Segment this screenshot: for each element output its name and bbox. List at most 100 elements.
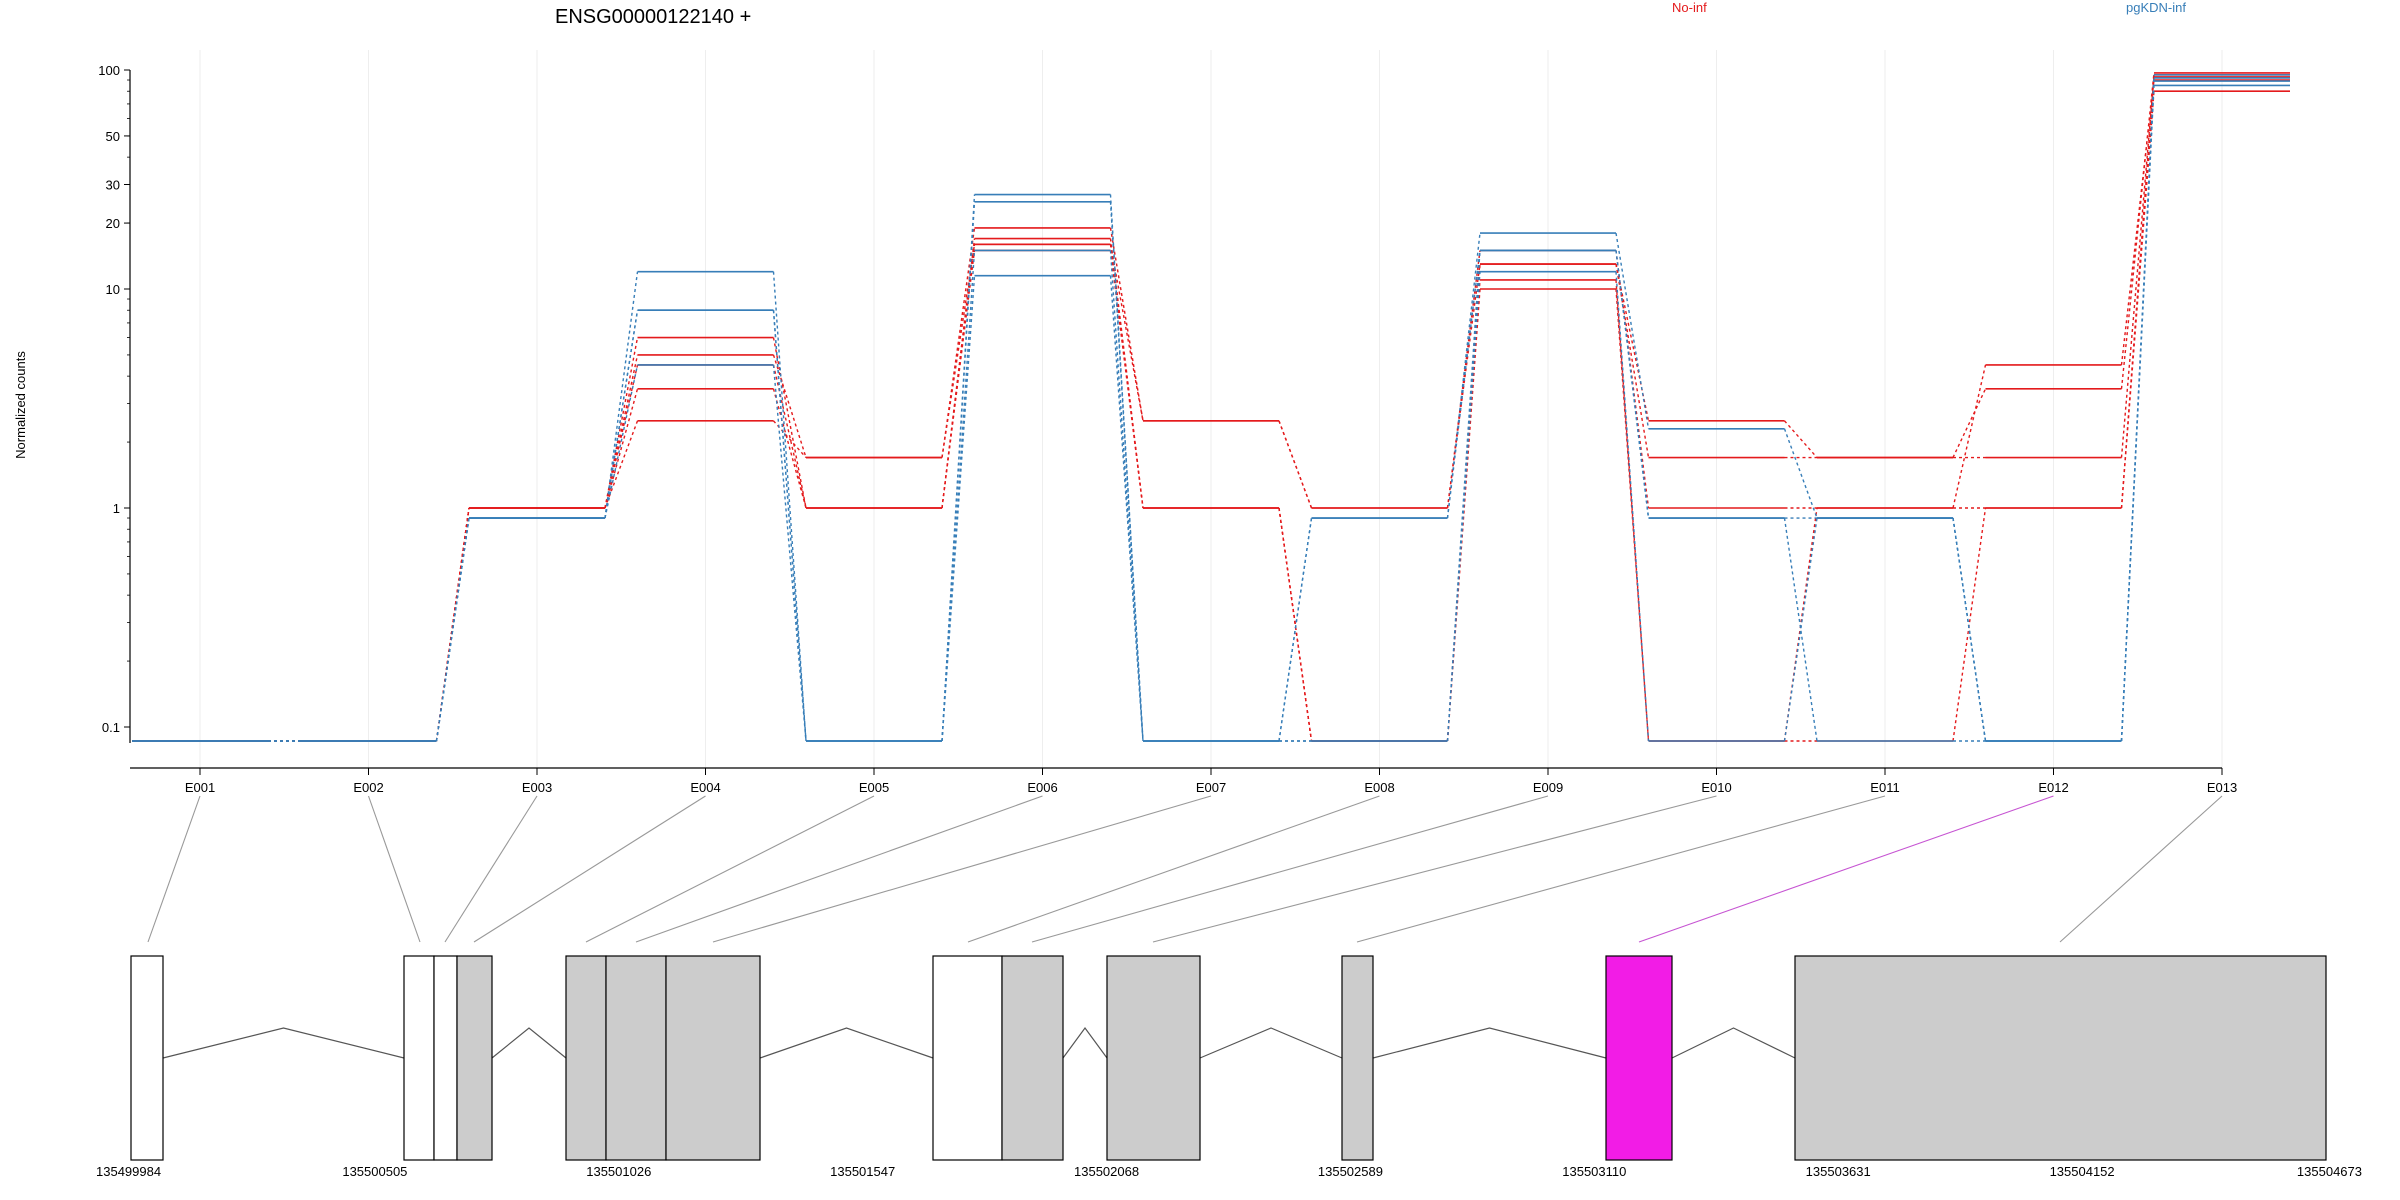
x-tick-label-e002: E002 (353, 780, 383, 795)
exon-block-13 (1794, 955, 2327, 1161)
x-tick-label-e006: E006 (1027, 780, 1057, 795)
data-connector (772, 271, 807, 742)
x-tick-label-e003: E003 (522, 780, 552, 795)
coordinate-label: 135503110 (1562, 1164, 1626, 1179)
connector-e002 (367, 795, 421, 943)
data-connector (604, 354, 639, 509)
series-pgkdn-inf-9 (132, 84, 2290, 742)
x-tick-label-e004: E004 (690, 780, 720, 795)
data-connector (604, 388, 639, 509)
data-connector (1952, 517, 1987, 742)
exon-block-4 (456, 955, 493, 1161)
data-connector (1952, 507, 1987, 742)
data-connector (772, 337, 807, 509)
axes: 100 50 30 20 10 1 0.1 E001 E002 E003 E004 E005 E006 E… (98, 63, 2237, 795)
y-tick-label-100: 100 (98, 63, 120, 78)
chart-title: ENSG00000122140 + (555, 6, 751, 28)
data-connector (435, 517, 470, 742)
connector-e008 (967, 795, 1380, 943)
x-tick-label-e010: E010 (1701, 780, 1731, 795)
coordinate-label: 135502589 (1318, 1164, 1383, 1179)
data-connector (604, 364, 639, 519)
connector-e003 (444, 795, 538, 943)
data-connector (2120, 76, 2155, 458)
coordinate-label: 135500505 (342, 1164, 407, 1179)
data-connector (1446, 271, 1481, 742)
data-connector (1278, 517, 1313, 742)
coordinate-label: 135504152 (2050, 1164, 2115, 1179)
data-connector (772, 310, 807, 742)
y-axis-title: Normalized counts (13, 351, 28, 459)
data-connector (1109, 194, 1144, 742)
connector-e009 (1031, 795, 1549, 943)
data-connector (941, 250, 976, 509)
connector-e006 (635, 795, 1043, 943)
data-connector (1615, 232, 1650, 429)
data-connector (1783, 428, 1818, 519)
data-series (132, 72, 2290, 742)
exon-block-8 (932, 955, 1003, 1161)
data-connector (1952, 517, 1987, 742)
connector-e013 (2059, 795, 2223, 943)
data-connector (2120, 85, 2155, 742)
connector-e001 (147, 795, 201, 943)
exon-block-11 (1341, 955, 1374, 1161)
coordinate-label: 135504673 (2297, 1164, 2362, 1179)
data-connector (1952, 364, 1987, 509)
intron-5 (1199, 1027, 1343, 1059)
connector-e010 (1152, 795, 1717, 943)
exon-block-7 (665, 955, 761, 1161)
intron-6 (1372, 1027, 1607, 1059)
exon-block-2 (403, 955, 435, 1161)
x-tick-label-e009: E009 (1533, 780, 1563, 795)
y-tick-label-10: 10 (106, 282, 120, 297)
gridlines (199, 50, 2223, 768)
data-connector (1952, 517, 1987, 742)
data-connector (1446, 250, 1481, 519)
data-connector (1446, 250, 1481, 509)
y-tick-label-30: 30 (106, 178, 120, 193)
data-connector (1615, 271, 1650, 742)
data-connector (1952, 388, 1987, 458)
exon-block-9 (1001, 955, 1064, 1161)
coordinate-label: 135499984 (96, 1164, 161, 1179)
data-connector (435, 517, 470, 742)
exon-connectors (147, 795, 2223, 943)
legend-entry-no-inf: No-inf (1672, 0, 1707, 15)
y-tick-label-0.1: 0.1 (102, 720, 120, 735)
data-connector (941, 275, 976, 742)
connector-e007 (712, 795, 1212, 943)
data-connector (435, 517, 470, 742)
gene-model: 135499984 135500505 135501026 135501547 1355… (96, 955, 2362, 1179)
x-tick-label-e012: E012 (2038, 780, 2068, 795)
data-connector (1109, 201, 1144, 742)
exon-block-6 (605, 955, 667, 1161)
y-tick-label-50: 50 (106, 129, 120, 144)
exon-block-5 (565, 955, 607, 1161)
data-connector (1109, 275, 1144, 742)
data-connector (1446, 263, 1481, 742)
data-connector (2120, 74, 2155, 509)
y-tick-label-20: 20 (106, 216, 120, 231)
x-tick-label-e001: E001 (185, 780, 215, 795)
data-connector (1278, 507, 1313, 742)
data-connector (1615, 250, 1650, 519)
data-connector (604, 310, 639, 519)
data-connector (1446, 250, 1481, 742)
coordinate-label: 135501026 (586, 1164, 651, 1179)
data-connector (1446, 263, 1481, 509)
exon-block-3 (433, 955, 458, 1161)
exon-block-10 (1106, 955, 1201, 1161)
intron-7 (1671, 1027, 1796, 1059)
data-connector (1783, 420, 1818, 458)
coordinate-label: 135502068 (1074, 1164, 1139, 1179)
data-connector (1783, 507, 1818, 742)
intron-3 (759, 1027, 934, 1059)
x-tick-label-e008: E008 (1364, 780, 1394, 795)
data-connector (941, 227, 976, 458)
data-connector (941, 250, 976, 742)
x-tick-label-e013: E013 (2207, 780, 2237, 795)
data-connector (1278, 420, 1313, 509)
data-connector (772, 364, 807, 742)
